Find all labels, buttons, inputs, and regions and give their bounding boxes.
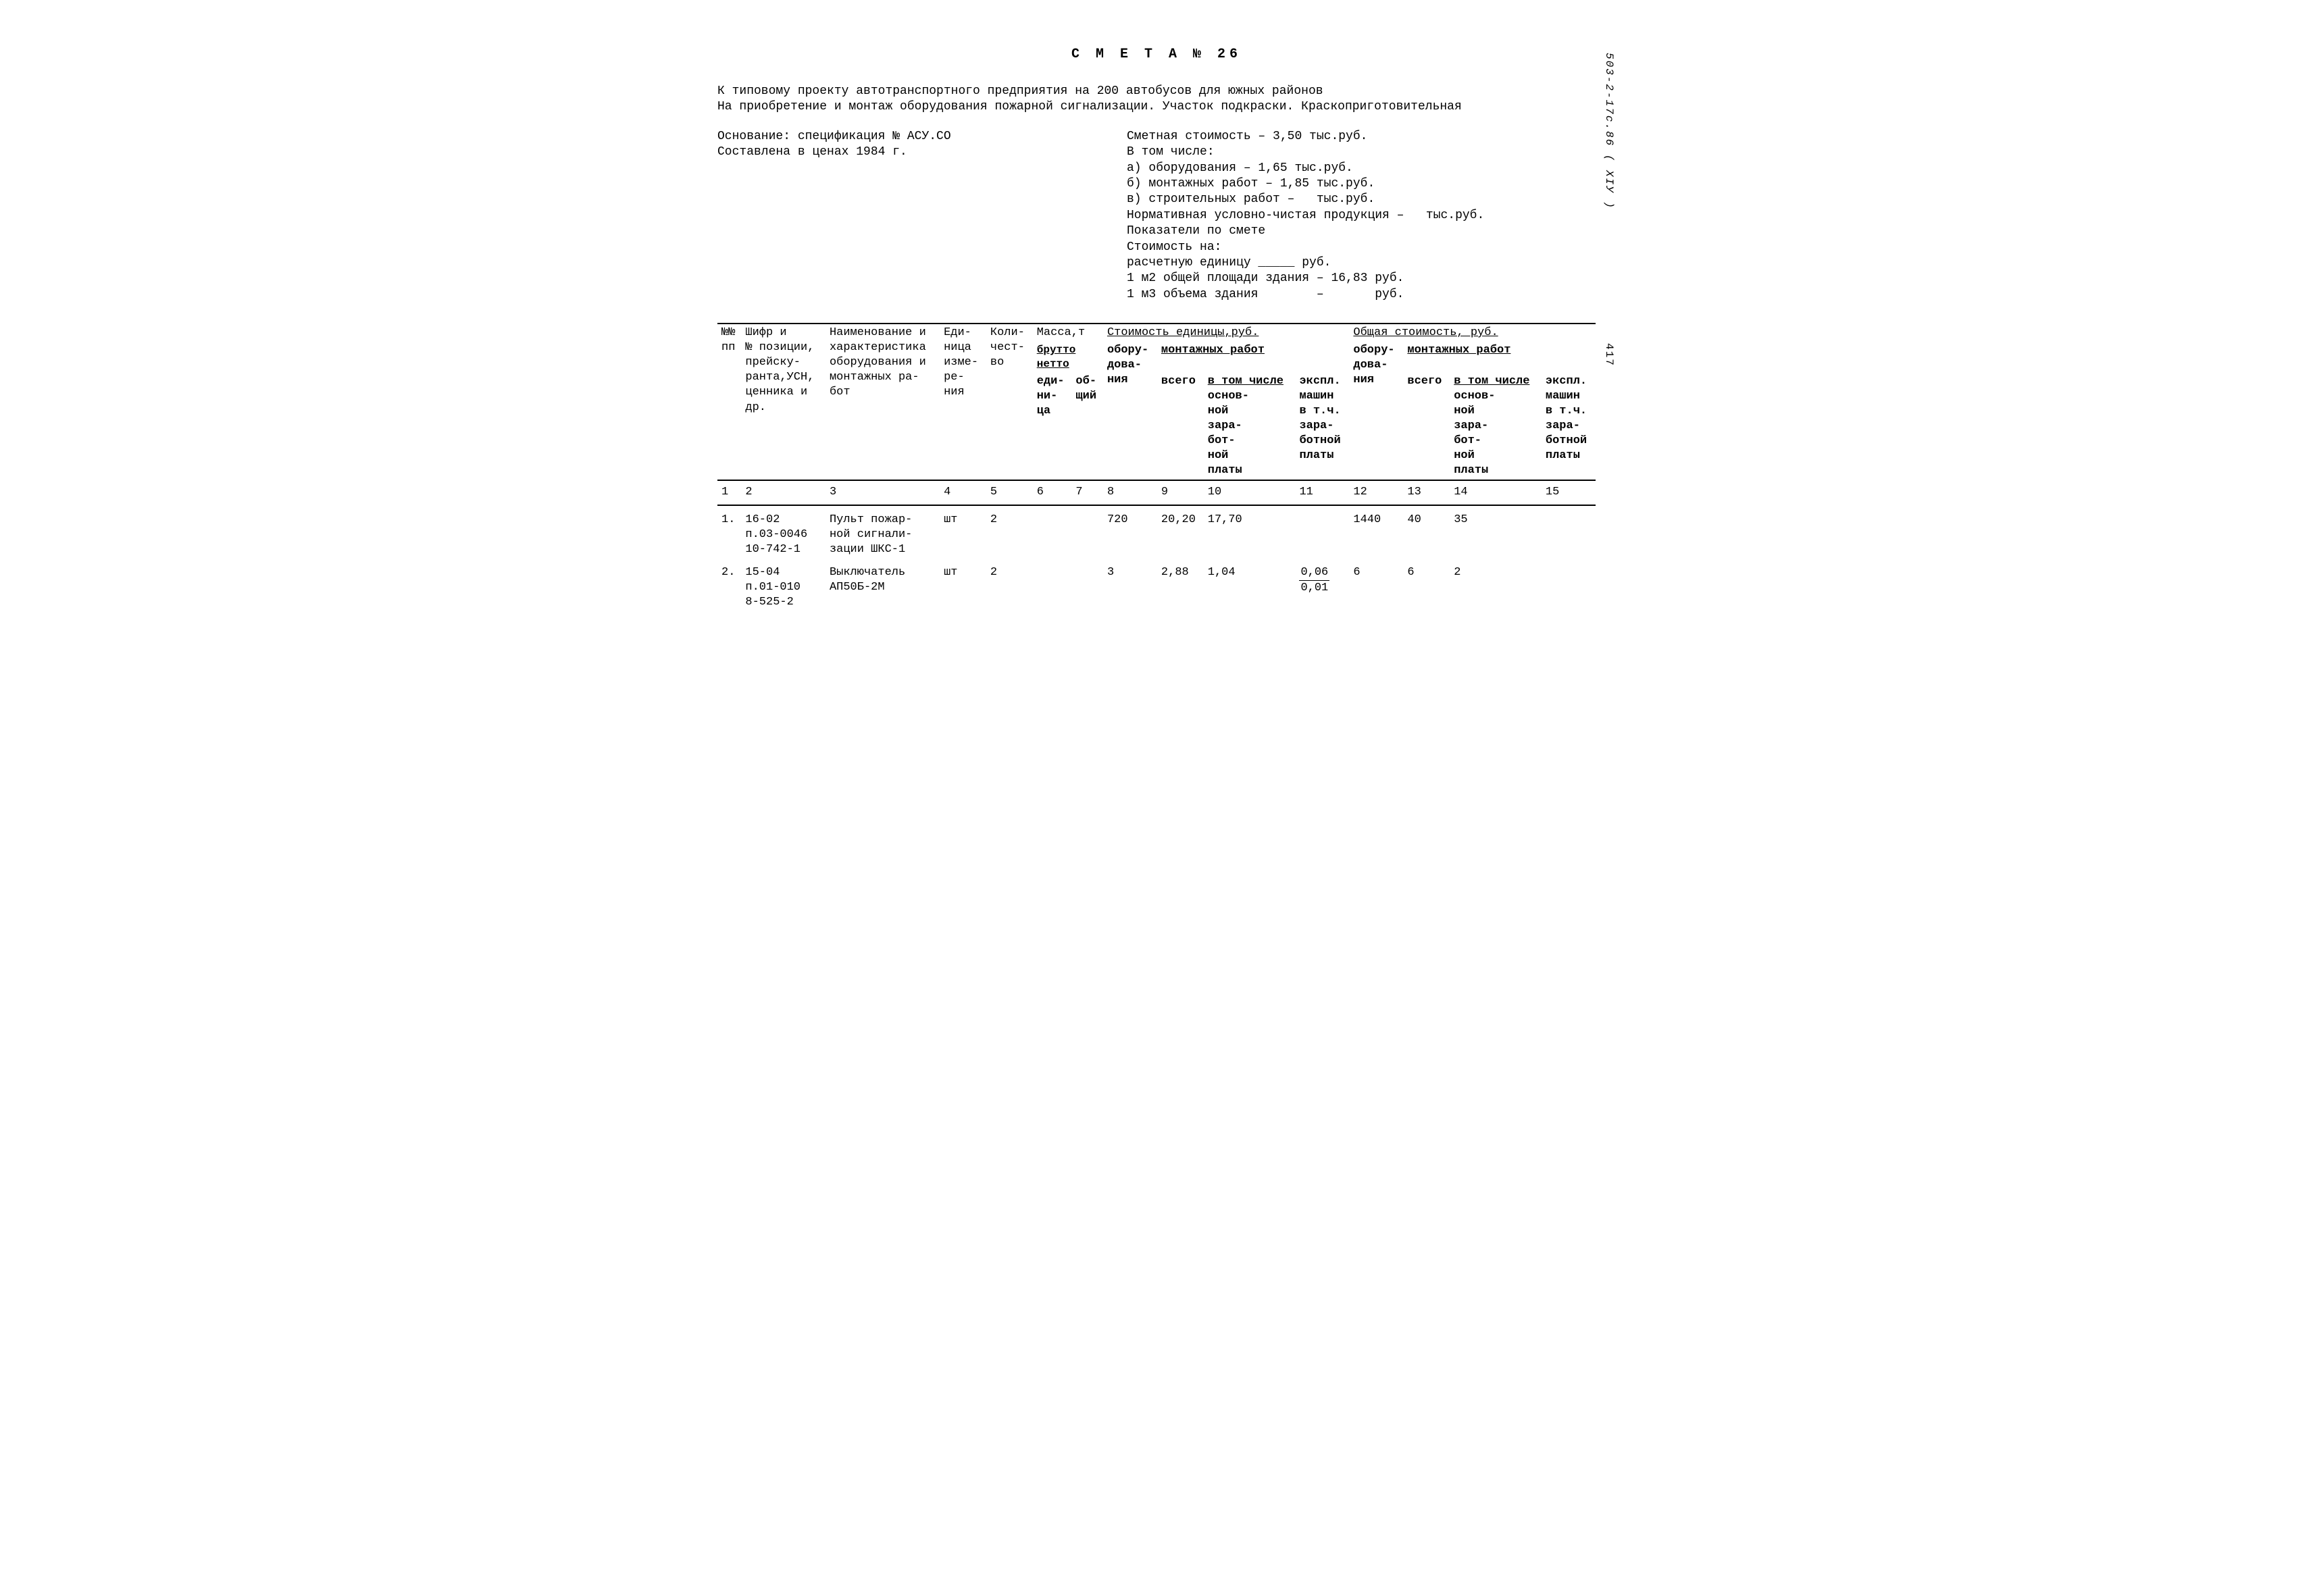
hdr-total-cost: Общая стоимость, руб. bbox=[1349, 324, 1596, 342]
estimate-table: №№ пп Шифр и № позиции, прейску- ранта,У… bbox=[717, 323, 1596, 611]
r2-c8: 3 bbox=[1103, 559, 1157, 611]
r2-c12: 6 bbox=[1349, 559, 1403, 611]
intro-line-1: К типовому проекту автотранспортного пре… bbox=[717, 84, 1596, 99]
basis-line-1: Основание: спецификация № АСУ.СО bbox=[717, 129, 1086, 145]
coln-2: 2 bbox=[741, 480, 825, 505]
cost-l8: Стоимость на: bbox=[1127, 240, 1596, 255]
hdr-c8: обору- дова- ния bbox=[1103, 342, 1157, 480]
hdr-mass: Масса,т bbox=[1033, 324, 1103, 342]
header-columns: Основание: спецификация № АСУ.СО Составл… bbox=[717, 129, 1596, 303]
basis-block: Основание: спецификация № АСУ.СО Составл… bbox=[717, 129, 1086, 303]
coln-13: 13 bbox=[1403, 480, 1450, 505]
coln-11: 11 bbox=[1295, 480, 1349, 505]
coln-1: 1 bbox=[717, 480, 741, 505]
coln-9: 9 bbox=[1157, 480, 1204, 505]
r1-unit: шт bbox=[940, 505, 986, 559]
hdr-c6c: еди- ни- ца bbox=[1033, 373, 1072, 481]
header-row: №№ пп Шифр и № позиции, прейску- ранта,У… bbox=[717, 324, 1596, 342]
document-title: С М Е Т А № 26 bbox=[717, 46, 1596, 63]
r1-c14: 35 bbox=[1450, 505, 1542, 559]
r1-c7 bbox=[1071, 505, 1103, 559]
cost-l5: в) строительных работ – тыс.руб. bbox=[1127, 192, 1596, 207]
coln-4: 4 bbox=[940, 480, 986, 505]
r1-name: Пульт пожар- ной сигнали- зации ШКС-1 bbox=[825, 505, 940, 559]
r2-c15 bbox=[1542, 559, 1596, 611]
coln-7: 7 bbox=[1071, 480, 1103, 505]
basis-line-2: Составлена в ценах 1984 г. bbox=[717, 145, 1086, 160]
r2-c13: 6 bbox=[1403, 559, 1450, 611]
hdr-c7: об- щий bbox=[1071, 373, 1103, 481]
hdr-c12: обору- дова- ния bbox=[1349, 342, 1403, 480]
coln-14: 14 bbox=[1450, 480, 1542, 505]
column-number-row: 1 2 3 4 5 6 7 8 9 10 11 12 13 14 15 bbox=[717, 480, 1596, 505]
coln-10: 10 bbox=[1204, 480, 1296, 505]
cost-l3: а) оборудования – 1,65 тыс.руб. bbox=[1127, 161, 1596, 176]
r2-c11: 0,06 0,01 bbox=[1295, 559, 1349, 611]
cost-l11: 1 м3 объема здания – руб. bbox=[1127, 287, 1596, 303]
r1-c8: 720 bbox=[1103, 505, 1157, 559]
hdr-c9: всего bbox=[1157, 373, 1204, 481]
intro-line-2: На приобретение и монтаж оборудования по… bbox=[717, 99, 1596, 115]
r1-c15 bbox=[1542, 505, 1596, 559]
r1-qty: 2 bbox=[986, 505, 1033, 559]
cost-l4: б) монтажных работ – 1,85 тыс.руб. bbox=[1127, 176, 1596, 192]
cost-l6: Нормативная условно-чистая продукция – т… bbox=[1127, 208, 1596, 224]
r1-c13: 40 bbox=[1403, 505, 1450, 559]
coln-5: 5 bbox=[986, 480, 1033, 505]
cost-l2: В том числе: bbox=[1127, 145, 1596, 160]
r1-c9: 20,20 bbox=[1157, 505, 1204, 559]
hdr-brutto: брутто нетто bbox=[1033, 342, 1103, 373]
coln-15: 15 bbox=[1542, 480, 1596, 505]
r1-c10: 17,70 bbox=[1204, 505, 1296, 559]
hdr-c4: Еди- ница изме- ре- ния bbox=[940, 324, 986, 480]
hdr-c5: Коли- чест- во bbox=[986, 324, 1033, 480]
table-row: 1. 16-02 п.03-0046 10-742-1 Пульт пожар-… bbox=[717, 505, 1596, 559]
r1-code: 16-02 п.03-0046 10-742-1 bbox=[741, 505, 825, 559]
cost-l9: расчетную единицу _____ руб. bbox=[1127, 255, 1596, 271]
hdr-c13: всего bbox=[1403, 373, 1450, 481]
r1-n: 1. bbox=[717, 505, 741, 559]
r1-c6 bbox=[1033, 505, 1072, 559]
r1-c11 bbox=[1295, 505, 1349, 559]
cost-l7: Показатели по смете bbox=[1127, 224, 1596, 239]
table-row: 2. 15-04 п.01-010 8-525-2 Выключатель АП… bbox=[717, 559, 1596, 611]
r1-c12: 1440 bbox=[1349, 505, 1403, 559]
cost-l1: Сметная стоимость – 3,50 тыс.руб. bbox=[1127, 129, 1596, 145]
r2-c6 bbox=[1033, 559, 1072, 611]
coln-3: 3 bbox=[825, 480, 940, 505]
hdr-c10-wrap: в том числе основ- ной зара- бот- ной пл… bbox=[1204, 373, 1296, 481]
r2-c9: 2,88 bbox=[1157, 559, 1204, 611]
hdr-c3: Наименование и характеристика оборудован… bbox=[825, 324, 940, 480]
r2-c10: 1,04 bbox=[1204, 559, 1296, 611]
hdr-c15: экспл. машин в т.ч. зара- ботной платы bbox=[1542, 373, 1596, 481]
hdr-c14-wrap: в том числе основ- ной зара- бот- ной пл… bbox=[1450, 373, 1542, 481]
r2-code: 15-04 п.01-010 8-525-2 bbox=[741, 559, 825, 611]
hdr-mont-1: монтажных работ bbox=[1157, 342, 1349, 373]
cost-l10: 1 м2 общей площади здания – 16,83 руб. bbox=[1127, 271, 1596, 286]
hdr-c1: №№ пп bbox=[717, 324, 741, 480]
r2-name: Выключатель АП50Б-2М bbox=[825, 559, 940, 611]
r2-c14: 2 bbox=[1450, 559, 1542, 611]
r2-c7 bbox=[1071, 559, 1103, 611]
hdr-c2: Шифр и № позиции, прейску- ранта,УСН, це… bbox=[741, 324, 825, 480]
hdr-c11: экспл. машин в т.ч. зара- ботной платы bbox=[1295, 373, 1349, 481]
cost-block: Сметная стоимость – 3,50 тыс.руб. В том … bbox=[1127, 129, 1596, 303]
table-body: 1. 16-02 п.03-0046 10-742-1 Пульт пожар-… bbox=[717, 505, 1596, 612]
doc-reference: 503-2-17с.86 ( XIУ ) bbox=[1602, 53, 1616, 209]
coln-8: 8 bbox=[1103, 480, 1157, 505]
coln-12: 12 bbox=[1349, 480, 1403, 505]
r2-n: 2. bbox=[717, 559, 741, 611]
page-number: 417 bbox=[1602, 343, 1616, 367]
hdr-mont-2: монтажных работ bbox=[1403, 342, 1596, 373]
hdr-unit-cost: Стоимость единицы,руб. bbox=[1103, 324, 1349, 342]
r2-unit: шт bbox=[940, 559, 986, 611]
page-container: 503-2-17с.86 ( XIУ ) 417 С М Е Т А № 26 … bbox=[717, 46, 1596, 611]
intro-block: К типовому проекту автотранспортного пре… bbox=[717, 84, 1596, 115]
coln-6: 6 bbox=[1033, 480, 1072, 505]
r2-qty: 2 bbox=[986, 559, 1033, 611]
